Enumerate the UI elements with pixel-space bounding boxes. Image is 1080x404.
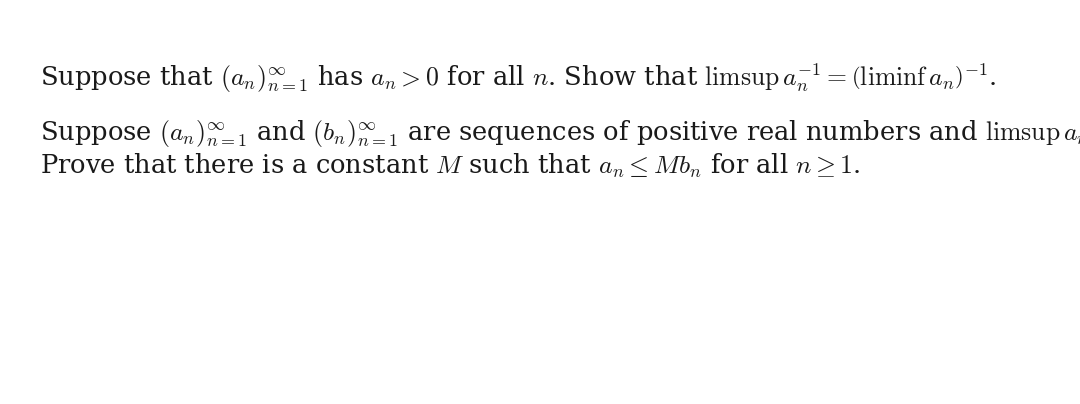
Text: Suppose $(a_n)_{n=1}^{\infty}$ and $(b_n)_{n=1}^{\infty}$ are sequences of posit: Suppose $(a_n)_{n=1}^{\infty}$ and $(b_n… <box>40 118 1080 149</box>
Text: Prove that there is a constant $M$ such that $a_n \leq Mb_n$ for all $n \geq 1$.: Prove that there is a constant $M$ such … <box>40 152 861 180</box>
Text: Suppose that $(a_n)_{n=1}^{\infty}$ has $a_n > 0$ for all $n$. Show that $\lim\s: Suppose that $(a_n)_{n=1}^{\infty}$ has … <box>40 62 997 95</box>
